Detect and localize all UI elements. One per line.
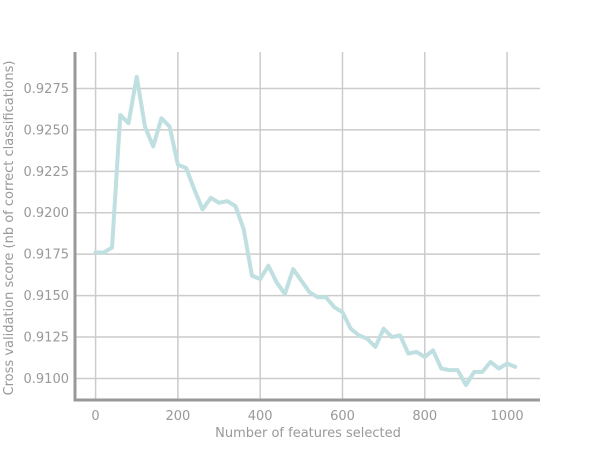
series-line	[93, 74, 518, 388]
y-tick-label: 0.9150	[24, 289, 70, 304]
y-axis-label: Cross validation score (nb of correct cl…	[2, 61, 17, 396]
grid-lines	[75, 52, 540, 400]
y-tick-label: 0.9250	[24, 123, 70, 138]
y-tick-label: 0.9125	[24, 331, 70, 346]
y-tick-label: 0.9175	[24, 248, 70, 263]
x-tick-label: 200	[165, 409, 190, 424]
tick-labels: 0.9100 0.9125 0.9150 0.9175 0.9200 0.9225 0.92…	[24, 82, 524, 424]
x-axis-label: Number of features selected	[215, 426, 401, 441]
y-tick-label: 0.9275	[24, 82, 70, 97]
x-tick-label: 1000	[491, 409, 524, 424]
x-tick-label: 400	[248, 409, 273, 424]
x-tick-label: 600	[330, 409, 355, 424]
y-tick-label: 0.9100	[24, 372, 70, 387]
x-tick-label: 800	[412, 409, 437, 424]
x-tick-label: 0	[91, 409, 99, 424]
series-lines	[93, 74, 518, 388]
y-tick-label: 0.9225	[24, 165, 70, 180]
axes-spines	[73, 52, 540, 402]
y-tick-label: 0.9200	[24, 206, 70, 221]
